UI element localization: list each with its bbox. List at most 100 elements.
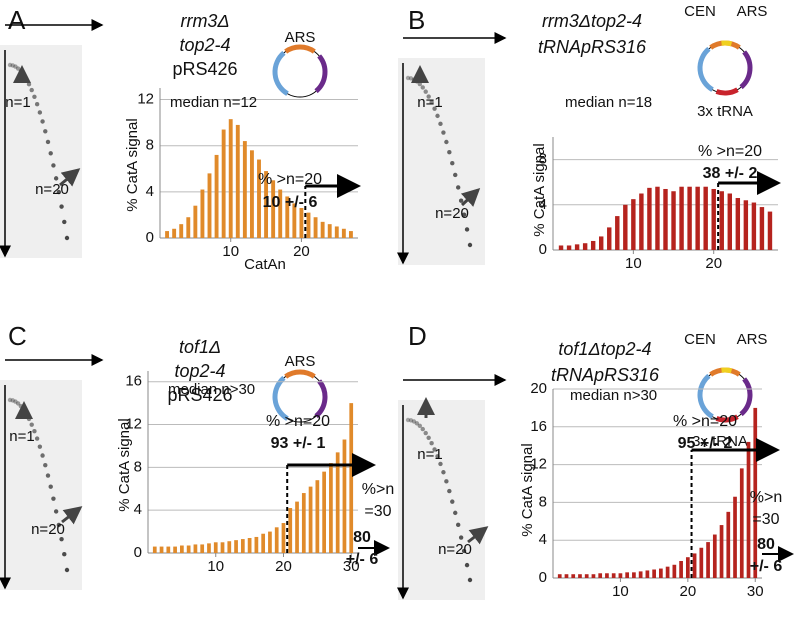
gel-spot	[444, 479, 449, 484]
gel-spot	[458, 198, 464, 203]
x-tick-label: 10	[222, 243, 239, 260]
gel-spot	[7, 397, 13, 403]
bar	[207, 173, 212, 238]
bar	[274, 527, 279, 553]
bar	[295, 501, 299, 553]
bar	[733, 496, 737, 578]
y-axis-label: % CatA signal	[531, 143, 548, 236]
gel-spot	[10, 398, 15, 403]
gel-spot	[426, 435, 431, 440]
bar	[695, 186, 700, 250]
gel-spot	[426, 94, 431, 99]
bar	[240, 539, 245, 553]
bar	[598, 573, 603, 578]
bar	[299, 208, 304, 238]
bar	[665, 566, 670, 578]
bar	[571, 574, 576, 578]
x-tick-label: 30	[343, 558, 360, 575]
gel-label: n=20	[35, 181, 69, 198]
plasmid-segment	[284, 44, 316, 54]
gel-image	[398, 58, 485, 265]
annotation: =30	[752, 511, 779, 528]
gel-spot	[56, 522, 62, 528]
bar	[726, 511, 731, 578]
bar	[242, 141, 247, 238]
gel-spot	[32, 429, 37, 434]
gel-spot	[432, 447, 437, 452]
bar	[165, 231, 170, 238]
spot-arrow	[467, 526, 489, 545]
bar	[228, 119, 233, 238]
y-tick-label: 0	[539, 241, 547, 258]
gel-spot	[447, 150, 452, 155]
x-tick-label: 10	[207, 558, 224, 575]
bar	[173, 546, 177, 553]
bar	[739, 468, 744, 578]
bar	[320, 221, 325, 238]
gel-spot	[34, 102, 40, 107]
y-tick-label: 12	[125, 415, 142, 432]
gel-spot	[464, 562, 470, 568]
spot-arrow	[460, 187, 481, 207]
bar	[719, 191, 724, 250]
gel-label: n=20	[31, 521, 65, 538]
gel-image	[398, 400, 485, 600]
y-tick-label: 4	[539, 196, 547, 213]
bar	[584, 574, 589, 578]
gel-spot	[435, 113, 440, 119]
gel-spot	[450, 499, 455, 504]
bar	[679, 186, 684, 250]
bar	[671, 191, 676, 250]
gel-label: n=1	[417, 94, 442, 111]
median-label: median n>30	[168, 381, 255, 398]
plasmid-label: ARS	[737, 3, 768, 20]
gel-spot	[53, 509, 59, 514]
bar	[268, 531, 272, 553]
gel-spot	[40, 453, 45, 458]
plasmid-segment	[715, 414, 739, 423]
gel-spot	[43, 129, 48, 134]
bar	[335, 452, 340, 553]
gel-spot	[429, 100, 434, 105]
y-tick-label: 8	[539, 151, 547, 168]
bar	[706, 542, 710, 578]
bar	[639, 193, 644, 250]
bar	[578, 574, 582, 578]
plasmid-segment	[272, 50, 289, 96]
gel-spot	[40, 119, 45, 124]
annotation: 10 +/- 6	[263, 194, 318, 211]
bar	[220, 542, 225, 553]
title-line: pRS426	[172, 59, 237, 79]
gel-spot	[438, 461, 443, 467]
bar	[301, 493, 306, 553]
plasmid-segment	[721, 367, 733, 374]
bar	[329, 463, 333, 553]
y-tick-label: 0	[146, 229, 154, 246]
plasmid-segment	[697, 373, 714, 419]
bar	[186, 545, 191, 553]
plasmid-segment	[697, 46, 714, 92]
gel-spot	[411, 419, 417, 424]
gel-spot	[37, 110, 43, 115]
plasmid-segment	[314, 379, 328, 419]
title-line: pRS426	[167, 385, 232, 405]
bar	[264, 171, 269, 238]
bar	[685, 557, 690, 578]
gel-spot	[450, 161, 455, 166]
bar	[193, 544, 198, 553]
gel-spot	[59, 204, 64, 209]
bar	[663, 188, 668, 250]
gel-image	[0, 45, 82, 258]
gel-spot	[417, 423, 423, 429]
plasmid-segment	[721, 40, 733, 47]
bar	[703, 186, 708, 250]
bar	[348, 231, 353, 238]
bar	[254, 536, 259, 553]
gel-spot	[458, 535, 464, 540]
bar	[631, 199, 636, 250]
bar	[349, 403, 354, 553]
bar	[278, 189, 283, 238]
bar	[625, 572, 630, 578]
plasmid-segment	[739, 50, 753, 90]
y-tick-label: 12	[137, 91, 154, 108]
